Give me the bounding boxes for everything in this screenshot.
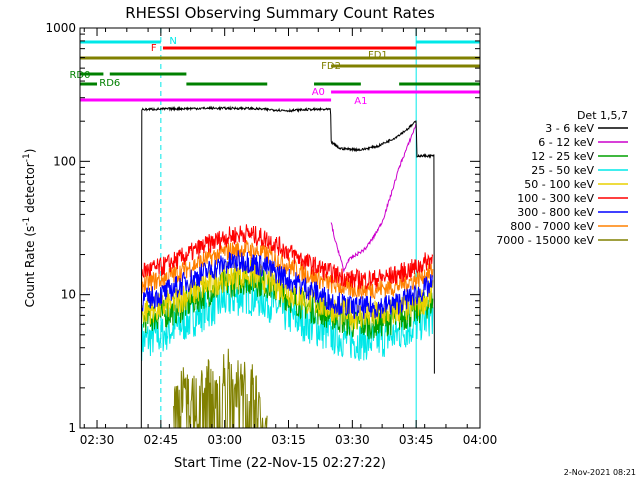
y-tick-label-0: 1	[68, 421, 76, 435]
legend-label-0: 3 - 6 keV	[545, 122, 594, 135]
legend-label-2: 12 - 25 keV	[531, 150, 594, 163]
series-line-100-300-kev	[141, 224, 434, 291]
series-line-7000-15000-kev	[173, 348, 268, 429]
data-series	[140, 105, 435, 429]
y-tick-label-2: 100	[53, 154, 76, 168]
legend-label-1: 6 - 12 keV	[538, 136, 594, 149]
y-tick-label-1: 10	[61, 288, 76, 302]
state-bar-label-fd2: FD2	[321, 61, 341, 72]
state-bar-label-fd1: FD1	[368, 50, 388, 61]
x-tick-label-4: 03:30	[335, 433, 370, 447]
state-bar-label-f: F	[151, 43, 157, 54]
y-tick-label-3: 1000	[45, 21, 76, 35]
x-tick-label-0: 02:30	[80, 433, 115, 447]
state-bar-label-a1: A1	[354, 96, 367, 107]
date-stamp: 2-Nov-2021 08:21	[564, 468, 636, 477]
state-bar-label-a0: A0	[312, 87, 325, 98]
series-line-800-7000-kev	[141, 240, 434, 300]
series-line-6-12-kev	[330, 124, 417, 274]
state-bar-label-n: N	[169, 36, 176, 47]
legend-label-6: 300 - 800 keV	[517, 206, 594, 219]
legend-label-5: 100 - 300 keV	[517, 192, 594, 205]
series-line-3-6-kev	[140, 105, 435, 429]
legend-label-8: 7000 - 15000 keV	[496, 234, 594, 247]
legend-label-4: 50 - 100 keV	[524, 178, 594, 191]
x-tick-label-1: 02:45	[144, 433, 179, 447]
legend-title: Det 1,5,7	[577, 109, 628, 122]
state-bar-label-rd6: RD6	[99, 78, 120, 89]
series-line-300-800-kev	[141, 250, 434, 320]
x-tick-label-5: 03:45	[399, 433, 434, 447]
chart-title: RHESSI Observing Summary Count Rates	[125, 4, 435, 22]
x-tick-label-6: 04:00	[463, 433, 498, 447]
x-tick-label-2: 03:00	[207, 433, 242, 447]
y-axis-label: Count Rate (s-1 detector-1)	[22, 149, 37, 308]
x-tick-label-3: 03:15	[271, 433, 306, 447]
axes: 02:30 02:45 03:00 03:15 03:30 03:45 04:00 1 10 10…	[45, 21, 497, 447]
plot-frame	[79, 27, 481, 429]
legend-label-3: 25 - 50 keV	[531, 164, 594, 177]
legend-label-7: 800 - 7000 keV	[510, 220, 594, 233]
eclipse-lines	[79, 28, 481, 428]
x-axis-label: Start Time (22-Nov-15 02:27:22)	[174, 456, 386, 471]
